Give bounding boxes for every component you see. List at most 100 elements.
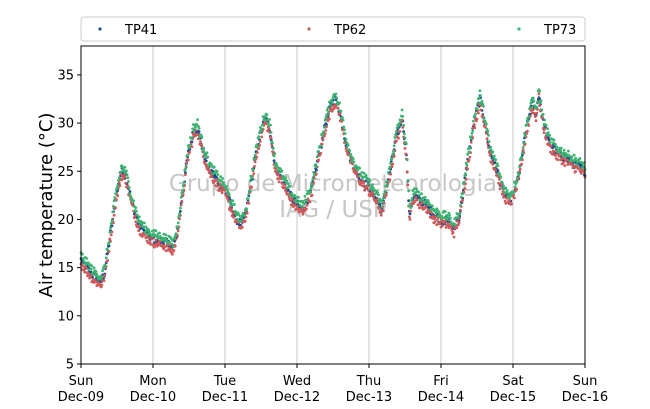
data-point [461,198,464,202]
data-point [379,213,383,217]
data-point [81,264,85,268]
data-point [546,127,549,130]
data-point [473,126,477,130]
data-point [505,189,509,193]
data-point [257,135,261,139]
data-point [572,164,576,168]
data-point [134,220,138,224]
data-point [269,131,273,134]
x-tick-label-date: Dec-15 [490,390,536,405]
data-point [570,155,574,159]
data-point [431,215,435,218]
data-point [247,192,251,196]
data-point [492,154,496,158]
data-point [537,92,541,96]
data-point [258,140,262,143]
data-point [498,187,502,191]
data-point [468,155,472,159]
data-point [162,247,166,251]
data-point [150,229,154,233]
data-point [415,198,419,202]
data-point [368,179,372,183]
data-point [255,155,259,159]
data-point [248,189,251,193]
data-point [464,172,467,176]
data-point [90,264,94,268]
data-point [466,152,469,156]
data-point [280,169,284,173]
data-point [572,153,576,157]
data-point [256,151,259,155]
data-point [135,209,138,213]
data-point [405,170,409,174]
data-point [533,112,536,115]
data-point [452,235,456,239]
data-point [459,208,462,212]
data-point [206,155,210,159]
data-point [253,153,257,157]
data-point [284,176,287,180]
data-point [250,176,254,180]
data-point [397,122,401,125]
data-point [260,127,264,131]
data-point [301,212,305,216]
data-point [418,206,421,210]
data-point [358,166,361,170]
data-point [533,115,537,118]
data-point [123,175,127,179]
data-point [456,219,459,223]
data-point [356,168,359,172]
data-point [373,188,377,192]
data-point [484,126,487,129]
y-tick-label: 10 [57,309,74,324]
data-point [86,261,90,264]
data-point [319,144,323,148]
data-point [552,149,556,153]
data-point [574,170,577,173]
data-point [487,140,491,144]
data-point [152,232,156,236]
data-point [436,214,440,218]
data-point [552,138,556,142]
data-point [283,186,287,190]
data-point [538,90,541,93]
data-point [176,226,179,229]
data-point [151,234,155,238]
data-point [266,121,270,125]
data-point [548,134,552,137]
x-tick-label-day: Wed [283,374,311,389]
data-point [433,217,436,221]
data-point [212,165,216,169]
data-point [463,187,467,191]
data-point [470,131,474,135]
data-point [125,169,128,173]
data-point [112,204,115,208]
data-point [394,133,397,137]
data-point [413,187,416,191]
data-point [245,211,249,215]
data-point [290,197,294,200]
data-point [388,165,392,169]
data-point [310,184,314,188]
data-point [170,242,174,246]
data-point [168,240,172,244]
data-point [94,270,98,273]
x-tick-label-date: Dec-14 [418,390,464,405]
data-point [154,229,158,233]
data-point [351,157,355,161]
data-point [538,97,541,101]
data-point [471,129,475,133]
data-point [228,205,232,209]
legend-frame [80,16,586,42]
data-point [169,250,173,254]
data-point [544,123,548,127]
data-point [355,170,359,174]
data-point [534,119,538,123]
data-point [285,179,289,183]
data-point [387,171,390,174]
data-point [428,215,432,219]
data-point [184,164,188,168]
data-point [202,148,205,152]
data-point [527,124,531,127]
data-point [190,145,194,149]
